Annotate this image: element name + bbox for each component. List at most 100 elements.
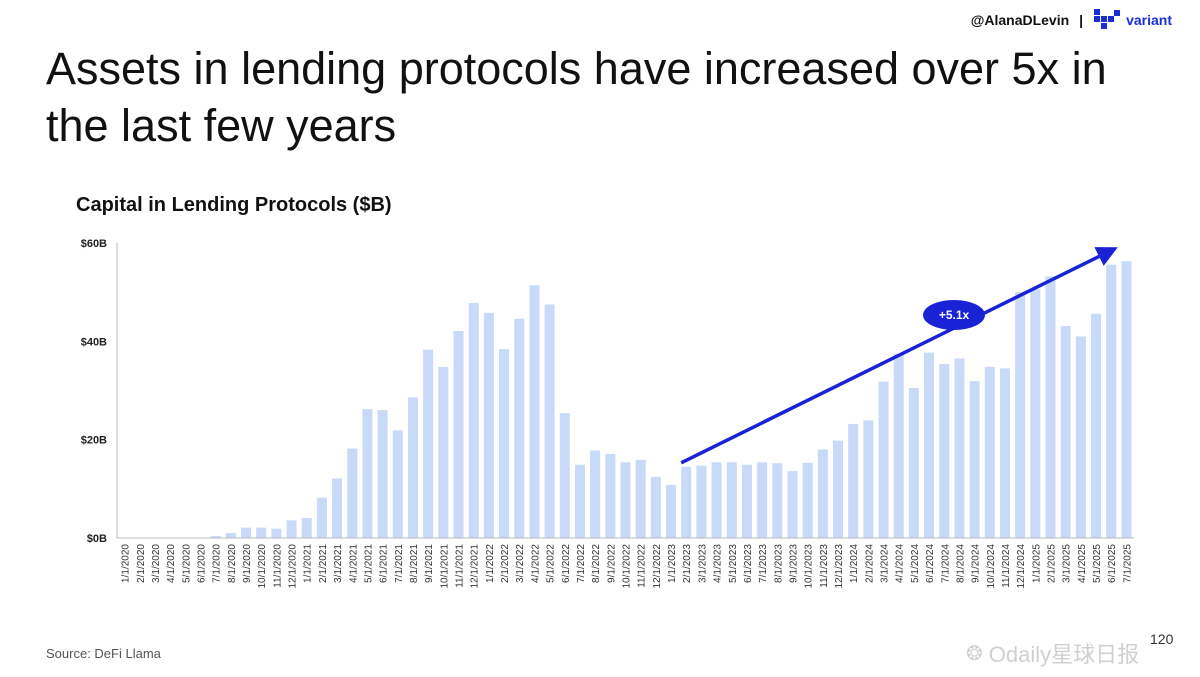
x-tick-label: 2/1/2025 xyxy=(1047,544,1058,583)
bar xyxy=(787,471,798,538)
bar xyxy=(256,527,267,538)
x-tick-label: 8/1/2023 xyxy=(773,544,784,583)
x-tick-label: 7/1/2022 xyxy=(576,544,587,583)
x-tick-label: 7/1/2021 xyxy=(394,544,405,583)
bar xyxy=(1060,326,1071,538)
bar xyxy=(726,462,737,538)
bar xyxy=(1075,336,1086,538)
x-tick-label: 8/1/2021 xyxy=(409,544,420,583)
x-tick-label: 3/1/2020 xyxy=(151,544,162,583)
x-tick-label: 1/1/2022 xyxy=(485,544,496,583)
x-tick-label: 7/1/2023 xyxy=(758,544,769,583)
bar xyxy=(347,448,358,538)
bar xyxy=(666,484,677,538)
y-tick-label: $20B xyxy=(81,435,107,447)
author-handle[interactable]: @AlanaDLevin xyxy=(970,12,1070,28)
bar xyxy=(271,528,282,538)
bar-series xyxy=(119,261,1132,538)
x-tick-label: 8/1/2024 xyxy=(955,544,966,583)
x-tick-label: 2/1/2020 xyxy=(136,544,147,583)
bar xyxy=(453,331,464,538)
bar xyxy=(499,349,510,538)
x-tick-label: 3/1/2025 xyxy=(1062,544,1073,583)
x-tick-label: 5/1/2024 xyxy=(910,544,921,583)
bar xyxy=(741,464,752,538)
variant-logo[interactable]: variant xyxy=(1093,8,1172,32)
x-tick-label: 7/1/2020 xyxy=(212,544,223,583)
bar xyxy=(559,413,570,538)
bar xyxy=(863,420,874,538)
x-tick-label: 4/1/2024 xyxy=(895,544,906,583)
x-tick-label: 4/1/2020 xyxy=(166,544,177,583)
y-axis: $0B $20B $40B $60B xyxy=(81,238,118,545)
x-tick-label: 10/1/2022 xyxy=(622,544,633,589)
bar xyxy=(241,527,252,538)
x-tick-label: 3/1/2021 xyxy=(333,544,344,583)
x-tick-label: 8/1/2020 xyxy=(227,544,238,583)
x-tick-label: 8/1/2022 xyxy=(591,544,602,583)
x-tick-label: 1/1/2020 xyxy=(121,544,132,583)
x-tick-label: 9/1/2024 xyxy=(971,544,982,583)
x-tick-label: 5/1/2022 xyxy=(546,544,557,583)
x-tick-label: 9/1/2022 xyxy=(606,544,617,583)
variant-logo-icon xyxy=(1094,9,1121,29)
x-tick-label: 12/1/2020 xyxy=(288,544,299,589)
bar xyxy=(802,462,813,538)
bar xyxy=(908,388,919,538)
bar xyxy=(423,349,434,538)
growth-label-bubble xyxy=(923,300,985,330)
bar xyxy=(392,430,403,538)
source-note: Source: DeFi Llama xyxy=(46,646,161,661)
watermark-icon: ❂ xyxy=(966,642,983,665)
bar xyxy=(362,409,373,538)
x-tick-label: 4/1/2022 xyxy=(530,544,541,583)
bar xyxy=(772,463,783,538)
bar xyxy=(605,453,616,538)
header: @AlanaDLevin | variant xyxy=(971,8,1172,32)
x-axis: 1/1/2020 2/1/2020 3/1/2020 4/1/2020 5/1/2020… xyxy=(117,537,1134,589)
x-tick-label: 1/1/2024 xyxy=(849,544,860,583)
bar xyxy=(1030,289,1041,538)
bar xyxy=(757,462,768,538)
bar xyxy=(848,423,859,538)
x-tick-label: 3/1/2024 xyxy=(880,544,891,583)
x-tick-label: 9/1/2021 xyxy=(424,544,435,583)
bar xyxy=(832,440,844,538)
bar xyxy=(1106,264,1117,538)
x-tick-label: 5/1/2025 xyxy=(1092,544,1103,583)
x-tick-label: 11/1/2020 xyxy=(272,544,283,588)
bar xyxy=(1045,276,1056,538)
x-tick-label: 11/1/2023 xyxy=(819,544,830,588)
bar xyxy=(574,464,585,538)
brand-name: variant xyxy=(1126,12,1172,28)
x-tick-label: 10/1/2024 xyxy=(986,544,997,589)
bar xyxy=(1121,261,1132,538)
bar xyxy=(332,478,343,538)
x-tick-label: 11/1/2022 xyxy=(637,544,648,588)
x-tick-label: 5/1/2021 xyxy=(363,544,374,583)
bar xyxy=(817,449,828,538)
x-tick-label: 6/1/2024 xyxy=(925,544,936,583)
x-tick-label: 9/1/2020 xyxy=(242,544,253,583)
x-tick-label: 7/1/2025 xyxy=(1122,544,1133,583)
x-tick-label: 12/1/2023 xyxy=(834,544,845,589)
x-tick-label: 12/1/2022 xyxy=(652,544,663,589)
bar xyxy=(969,381,980,538)
bar xyxy=(711,462,722,538)
bar xyxy=(529,285,540,538)
bar xyxy=(999,368,1010,538)
x-tick-label: 6/1/2025 xyxy=(1107,544,1118,583)
x-tick-label: 2/1/2021 xyxy=(318,544,329,583)
bar xyxy=(954,358,965,538)
bar xyxy=(210,536,221,538)
bar xyxy=(635,459,646,538)
x-tick-label: 6/1/2020 xyxy=(196,544,207,583)
bar xyxy=(225,533,236,538)
bar xyxy=(468,302,479,538)
bar xyxy=(590,450,601,538)
x-tick-label: 10/1/2023 xyxy=(804,544,815,589)
x-tick-label: 7/1/2024 xyxy=(940,544,951,583)
x-tick-label: 2/1/2024 xyxy=(864,544,875,583)
bar xyxy=(893,353,904,538)
